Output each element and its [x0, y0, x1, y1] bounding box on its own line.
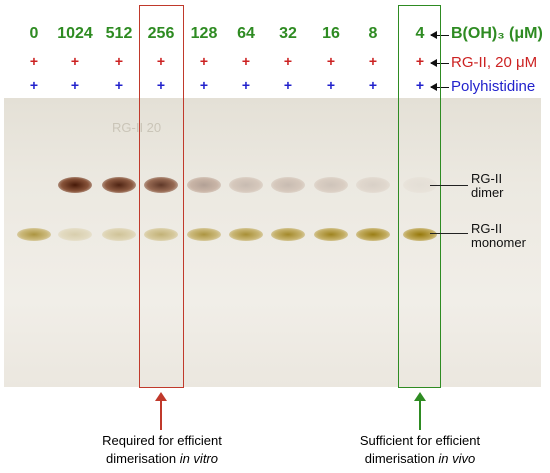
- monomer-band-lane-7: [271, 228, 305, 241]
- rg2-row-label: RG-II, 20 μM: [451, 54, 538, 71]
- dimer-band-lane-9: [356, 177, 390, 193]
- monomer-band-lane-5: [187, 228, 221, 241]
- monomer-label-line1: RG-II: [471, 221, 503, 236]
- rg2-plus-lane-4: +: [156, 53, 166, 69]
- boron-concentration-128: 128: [190, 25, 218, 42]
- polyhistidine-plus-lane-3: +: [114, 77, 124, 93]
- boron-concentration-0: 0: [29, 25, 39, 42]
- polyhistidine-plus-lane-7: +: [283, 77, 293, 93]
- rg2-plus-lane-7: +: [283, 53, 293, 69]
- in-vitro-callout-line2: dimerisation in vitro: [62, 450, 262, 468]
- dimer-leader-line: [430, 185, 468, 186]
- in-vivo-callout-prefix: dimerisation: [364, 451, 439, 466]
- rg2-plus-lane-10: +: [415, 53, 425, 69]
- boron-concentration-8: 8: [368, 25, 378, 42]
- polyhistidine-row: + + + + + + + + + +: [0, 76, 550, 96]
- boron-concentration-4: 4: [415, 25, 425, 42]
- polyhistidine-plus-lane-2: +: [70, 77, 80, 93]
- rg2-plus-lane-1: +: [29, 53, 39, 69]
- boron-concentration-16: 16: [322, 25, 340, 42]
- in-vitro-callout-prefix: dimerisation: [106, 451, 180, 466]
- in-vitro-callout: Required for efficient dimerisation in v…: [62, 432, 262, 468]
- in-vitro-arrow-head: [155, 392, 167, 401]
- polyhistidine-plus-lane-8: +: [326, 77, 336, 93]
- polyhistidine-plus-lane-5: +: [199, 77, 209, 93]
- dimer-label-line1: RG-II: [471, 171, 503, 186]
- boron-concentration-64: 64: [237, 25, 255, 42]
- rg2-plus-lane-8: +: [326, 53, 336, 69]
- dimer-band-lane-2: [58, 177, 92, 193]
- polyhistidine-plus-lane-9: +: [368, 77, 378, 93]
- in-vivo-highlight-box: [398, 5, 441, 388]
- polyhistidine-row-label: Polyhistidine: [451, 78, 536, 95]
- gel-faint-text: RG-II 20: [112, 120, 162, 135]
- monomer-band-lane-9: [356, 228, 390, 241]
- rg2-plus-lane-9: +: [368, 53, 378, 69]
- dimer-band-lane-4: [144, 177, 178, 193]
- polyhistidine-plus-lane-4: +: [156, 77, 166, 93]
- monomer-band-lane-6: [229, 228, 263, 241]
- monomer-band-lane-2: [58, 228, 92, 241]
- in-vivo-arrow-head: [414, 392, 426, 401]
- dimer-band-lane-6: [229, 177, 263, 193]
- in-vitro-callout-italic: in vitro: [179, 451, 218, 466]
- in-vitro-callout-line1: Required for efficient: [102, 433, 222, 448]
- monomer-band-lane-1: [17, 228, 51, 241]
- rg2-plus-lane-2: +: [70, 53, 80, 69]
- in-vivo-callout-italic: in vivo: [438, 451, 476, 466]
- dimer-band-lane-10: [403, 177, 437, 193]
- monomer-band-lane-3: [102, 228, 136, 241]
- boron-concentration-row: 0 1024 512 256 128 64 32 16 8 4: [0, 24, 550, 44]
- in-vivo-callout-line2: dimerisation in vivo: [320, 450, 520, 468]
- dimer-label-line2: dimer: [471, 185, 504, 200]
- in-vivo-callout-line1: Sufficient for efficient: [359, 433, 481, 448]
- monomer-band-lane-8: [314, 228, 348, 241]
- polyhistidine-plus-lane-6: +: [241, 77, 251, 93]
- monomer-label-line2: monomer: [471, 235, 526, 250]
- in-vitro-arrow-shaft: [160, 400, 162, 430]
- monomer-band-lane-10: [403, 228, 437, 241]
- polyhistidine-plus-lane-10: +: [415, 77, 425, 93]
- boron-concentration-32: 32: [279, 25, 297, 42]
- boron-concentration-512: 512: [105, 25, 133, 42]
- monomer-label: RG-II monomer: [471, 222, 526, 250]
- boron-row-label: B(OH)₃ (μM): [451, 25, 543, 42]
- in-vivo-callout: Sufficient for efficient dimerisation in…: [320, 432, 520, 468]
- rg2-plus-lane-3: +: [114, 53, 124, 69]
- rg2-row: + + + + + + + + + +: [0, 52, 550, 72]
- rg2-plus-lane-6: +: [241, 53, 251, 69]
- in-vivo-arrow-shaft: [419, 400, 421, 430]
- dimer-band-lane-5: [187, 177, 221, 193]
- dimer-band-lane-8: [314, 177, 348, 193]
- dimer-label: RG-II dimer: [471, 172, 504, 200]
- dimer-band-lane-7: [271, 177, 305, 193]
- boron-concentration-256: 256: [147, 25, 175, 42]
- monomer-band-lane-4: [144, 228, 178, 241]
- rg2-plus-lane-5: +: [199, 53, 209, 69]
- gel-image: RG-II 20: [4, 98, 541, 387]
- in-vitro-highlight-box: [139, 5, 184, 388]
- dimer-band-lane-3: [102, 177, 136, 193]
- boron-concentration-1024: 1024: [57, 25, 93, 42]
- monomer-leader-line: [430, 233, 468, 234]
- polyhistidine-plus-lane-1: +: [29, 77, 39, 93]
